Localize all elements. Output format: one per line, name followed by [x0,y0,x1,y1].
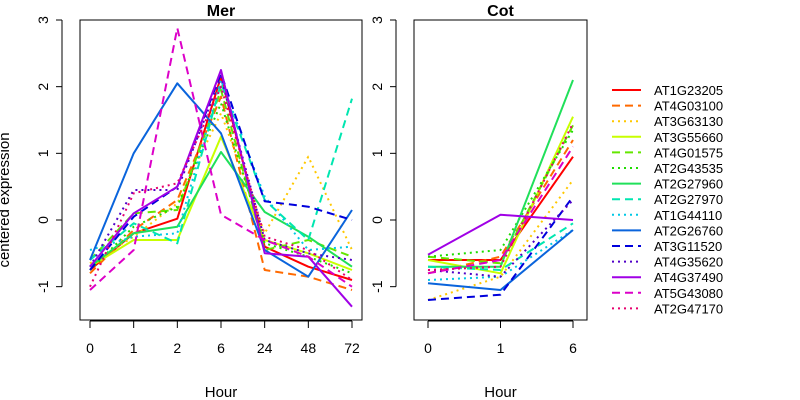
legend-label: AT2G47170 [654,301,723,316]
series-line-at3g63130 [89,112,353,265]
x-tick-label: 1 [497,340,505,356]
panel-title: Cot [487,3,514,20]
legend-label: AT2G43535 [654,161,723,176]
y-tick-label: 1 [369,149,385,157]
y-tick-label: -1 [369,280,385,293]
panel-title: Mer [207,3,235,20]
legend-item: AT2G26760 [612,223,723,238]
legend-item: AT4G03100 [612,99,723,114]
legend-item: AT4G37490 [612,270,723,285]
series-line-at2g26760 [89,82,353,278]
legend-label: AT3G11520 [654,239,722,254]
series-line-at4g35620 [89,75,353,268]
series-line-at2g43535 [427,129,574,258]
series-line-at2g27970 [427,222,574,271]
y-tick-label: 1 [35,149,51,157]
legend-label: AT5G43080 [654,286,723,301]
series-line-at4g37490 [427,213,574,256]
y-tick-label: 0 [369,216,385,224]
legend-item: AT5G43080 [612,286,723,301]
legend-label: AT1G44110 [654,208,722,223]
x-axis-label: Hour [205,384,238,400]
x-tick-label: 72 [344,340,360,356]
y-tick-label: 3 [35,16,51,24]
series-line-at3g55660 [89,135,353,271]
legend-label: AT2G27960 [654,177,723,192]
legend-item: AT4G01575 [612,145,723,160]
y-tick-label: 2 [369,83,385,91]
legend-item: AT3G11520 [612,239,722,254]
legend-item: AT4G35620 [612,255,723,270]
series-line-at5g43080 [89,27,353,291]
legend-item: AT2G27970 [612,192,723,207]
panel-mer: Mer -1 0 1 2 3 0 1 2 6 24 48 72 Hour [35,3,363,400]
y-tick-label: 0 [35,216,51,224]
series-line-at4g01575 [89,89,353,261]
legend-item: AT3G63130 [612,114,723,129]
y-tick-label: -1 [35,280,51,293]
series-line-at5g43080 [427,146,574,275]
y-axis-label: centered expression [0,132,13,267]
series-line-at3g63130 [427,179,574,301]
y-tick-label: 3 [369,16,385,24]
series-line-at4g35620 [427,199,574,278]
legend-label: AT3G55660 [654,130,723,145]
x-tick-label: 0 [86,340,94,356]
series-line-at1g23205 [89,75,353,281]
series-line-at2g47170 [427,122,574,271]
legend-label: AT2G26760 [654,223,723,238]
legend-item: AT2G43535 [612,161,723,176]
series-line-at2g27970 [89,82,353,261]
legend-label: AT4G37490 [654,270,723,285]
series-line-at3g11520 [89,72,353,271]
series-line-at2g43535 [89,102,353,275]
series-line-at3g11520 [427,196,574,301]
x-tick-label: 1 [130,340,138,356]
x-tick-label: 2 [173,340,181,356]
legend-item: AT2G47170 [612,301,723,316]
series-line-at2g47170 [89,85,353,288]
series-line-at4g03100 [427,139,574,275]
legend-label: AT3G63130 [654,114,723,129]
legend-label: AT4G03100 [654,99,723,114]
x-tick-label: 24 [257,340,273,356]
legend: AT1G23205AT4G03100AT3G63130AT3G55660AT4G… [612,83,723,316]
plot-frame [79,19,363,321]
x-tick-label: 48 [301,340,317,356]
series-line-at2g26760 [427,229,574,291]
legend-label: AT4G01575 [654,145,723,160]
legend-item: AT1G23205 [612,83,723,98]
panel-cot: Cot -1 0 1 2 3 0 1 6 Hour [369,3,588,400]
plot-frame [413,19,588,321]
x-tick-label: 0 [424,340,432,356]
x-tick-label: 6 [217,340,225,356]
legend-item: AT2G27960 [612,177,723,192]
series-line-at1g23205 [428,156,574,261]
series-line-at2g27960 [89,151,353,268]
legend-label: AT2G27970 [654,192,723,207]
series-line-at4g01575 [427,124,574,265]
legend-item: AT1G44110 [612,208,722,223]
legend-label: AT4G35620 [654,255,723,270]
x-axis-label: Hour [484,384,517,400]
y-tick-label: 2 [35,83,51,91]
x-tick-label: 6 [569,340,577,356]
legend-item: AT3G55660 [612,130,723,145]
legend-label: AT1G23205 [654,83,723,98]
